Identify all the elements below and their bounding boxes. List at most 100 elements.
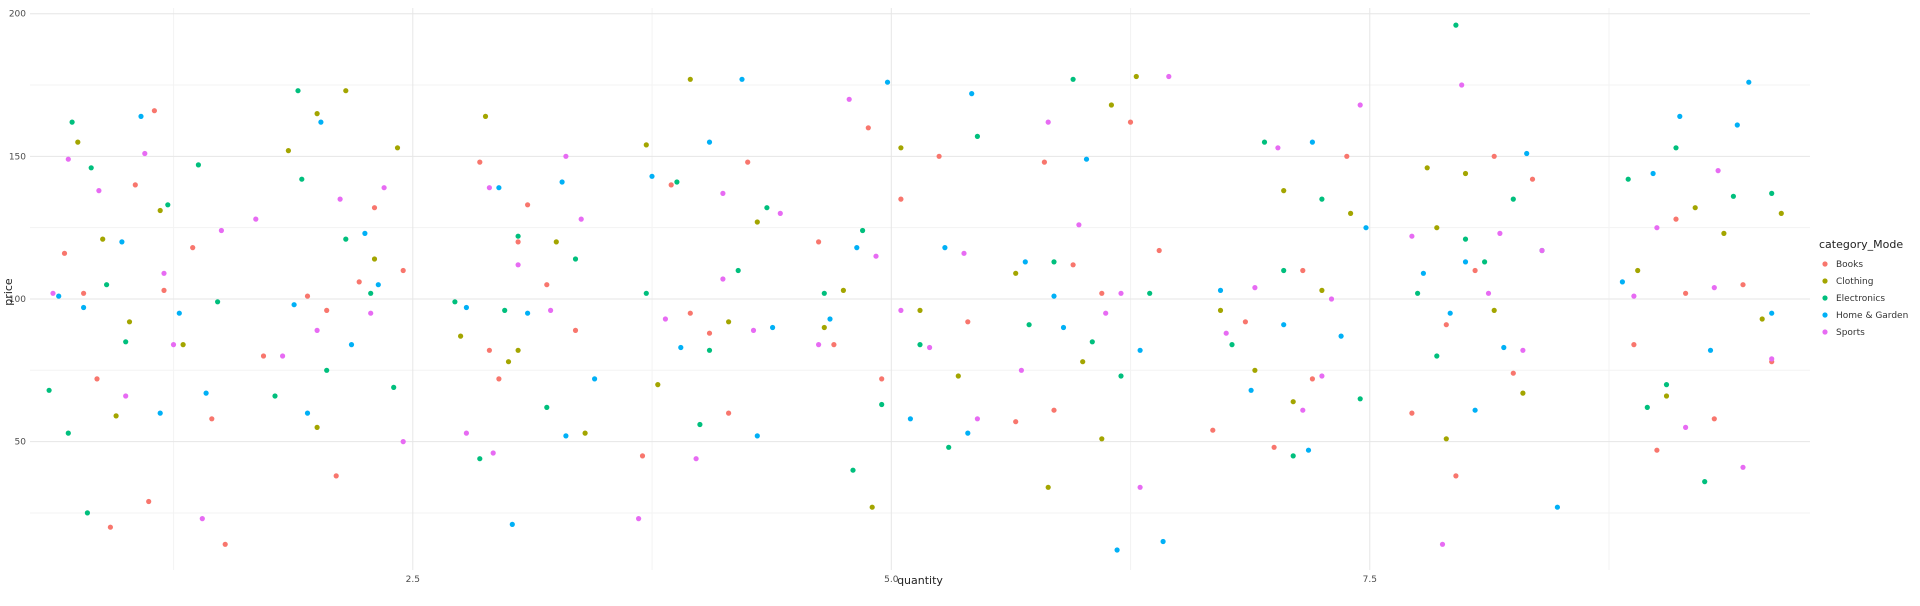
data-point xyxy=(1683,424,1689,430)
data-point xyxy=(100,236,106,242)
data-point xyxy=(525,202,531,208)
data-point xyxy=(1357,396,1363,402)
data-point xyxy=(291,302,297,308)
data-point xyxy=(75,139,81,145)
data-point xyxy=(56,293,62,299)
data-point xyxy=(299,176,305,182)
data-point xyxy=(1462,259,1469,265)
data-point xyxy=(463,430,469,436)
data-point xyxy=(544,404,550,410)
data-point xyxy=(969,91,975,97)
data-point xyxy=(104,282,110,288)
data-point xyxy=(544,282,550,288)
legend-key xyxy=(1822,295,1828,301)
data-point xyxy=(1759,316,1765,322)
data-point xyxy=(1319,373,1325,379)
legend-key xyxy=(1822,278,1828,284)
data-point xyxy=(1348,210,1354,216)
data-point xyxy=(1156,247,1162,254)
data-point xyxy=(505,359,512,365)
data-point xyxy=(1290,399,1296,405)
data-point xyxy=(1089,339,1095,345)
legend-title: category_Mode xyxy=(1819,238,1903,251)
legend-key xyxy=(1822,312,1828,318)
data-point xyxy=(687,76,693,82)
data-point xyxy=(1524,150,1530,157)
data-point xyxy=(1300,407,1306,413)
data-point xyxy=(1702,479,1708,485)
data-point xyxy=(272,393,278,399)
data-point xyxy=(821,324,827,331)
data-point xyxy=(65,430,71,436)
data-point xyxy=(157,207,163,214)
data-point xyxy=(927,344,933,351)
data-point xyxy=(1133,73,1139,80)
legend-label: Sports xyxy=(1836,328,1865,338)
data-point xyxy=(314,327,320,333)
data-point xyxy=(1501,344,1507,351)
data-point xyxy=(371,205,378,211)
data-point xyxy=(1242,319,1248,325)
data-point xyxy=(1485,290,1492,296)
data-point xyxy=(816,239,822,245)
data-point xyxy=(260,353,267,359)
data-point xyxy=(1076,222,1082,228)
data-point xyxy=(1357,102,1363,108)
data-point xyxy=(1309,376,1315,382)
data-point xyxy=(496,185,502,191)
data-point xyxy=(161,270,167,276)
data-point xyxy=(368,310,374,316)
data-point xyxy=(1482,259,1488,265)
data-point xyxy=(961,250,967,256)
data-point xyxy=(1734,122,1740,128)
data-point xyxy=(61,250,68,256)
data-point xyxy=(209,416,215,422)
data-point xyxy=(706,139,713,145)
data-point xyxy=(884,79,891,85)
data-point xyxy=(1363,225,1369,231)
data-point xyxy=(285,148,291,154)
data-point xyxy=(1103,310,1109,316)
data-point xyxy=(1319,287,1325,293)
data-point xyxy=(477,456,483,462)
data-point xyxy=(515,262,521,268)
data-point xyxy=(1080,359,1086,365)
data-point xyxy=(126,319,133,325)
data-point xyxy=(1721,230,1727,236)
data-point xyxy=(1108,102,1114,108)
data-point xyxy=(1510,196,1516,202)
data-point xyxy=(1707,347,1714,353)
data-point xyxy=(1409,233,1415,239)
data-point xyxy=(222,541,228,547)
data-point xyxy=(917,307,923,313)
data-point xyxy=(371,256,378,262)
data-point xyxy=(1223,330,1229,336)
data-point xyxy=(1715,168,1721,174)
data-point xyxy=(96,188,102,194)
data-point xyxy=(1434,353,1440,359)
data-point xyxy=(1018,367,1024,373)
data-point xyxy=(1114,547,1120,553)
data-point xyxy=(348,342,355,348)
legend-label: Electronics xyxy=(1836,294,1885,304)
legend-label: Home & Garden xyxy=(1836,311,1908,321)
data-point xyxy=(873,253,879,259)
data-point xyxy=(84,510,90,516)
data-point xyxy=(1300,267,1306,274)
data-point xyxy=(726,319,732,325)
data-point xyxy=(764,205,770,211)
data-point xyxy=(324,307,330,313)
y-tick-label: 50 xyxy=(15,438,27,448)
data-point xyxy=(946,444,952,450)
data-point xyxy=(850,467,856,473)
data-point xyxy=(1309,139,1315,145)
data-point xyxy=(553,239,559,245)
data-point xyxy=(1711,416,1717,422)
data-point xyxy=(1631,293,1637,299)
data-point xyxy=(203,390,209,396)
data-point xyxy=(1769,190,1775,196)
data-point xyxy=(119,239,125,245)
data-point xyxy=(1769,310,1775,316)
data-point xyxy=(123,339,129,345)
data-point xyxy=(280,353,286,359)
